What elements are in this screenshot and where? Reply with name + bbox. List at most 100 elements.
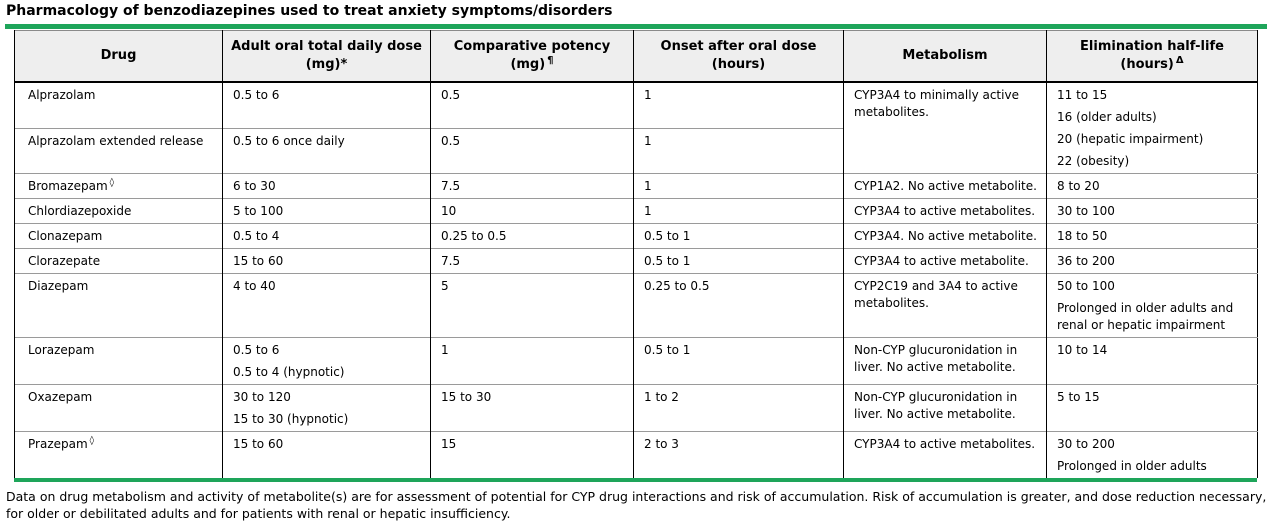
cell-text: Oxazepam [28, 390, 93, 404]
cell-onset: 1 to 2 [633, 384, 844, 432]
cell-text: 2 to 3 [644, 437, 679, 451]
footnote-marker: Δ [1175, 54, 1184, 66]
cell-text: Clonazepam [28, 229, 103, 243]
cell-metabolism: CYP3A4 to active metabolites. [843, 198, 1047, 224]
cell-metabolism: CYP3A4 to minimally active metabolites. [843, 81, 1047, 174]
cell-potency: 0.25 to 0.5 [430, 223, 634, 249]
cell-half_life: 50 to 100 Prolonged in older adults and r… [1046, 273, 1258, 338]
cell-text: 1 [644, 204, 652, 218]
cell-text: Onset after oral dose [660, 39, 817, 54]
cell-text: 0.5 [441, 88, 461, 102]
cell-text: 30 to 120 [233, 390, 291, 404]
cell-onset: 1 [633, 81, 844, 129]
cell-text: 15 to 60 [233, 437, 284, 451]
cell-text: 7.5 [441, 179, 461, 193]
cell-text: Adult oral total daily dose [231, 39, 422, 54]
cell-onset: 1 [633, 198, 844, 224]
column-header-dose: Adult oral total daily dose (mg)* [222, 30, 431, 83]
cell-half_life: 18 to 50 [1046, 223, 1258, 249]
cell-metabolism: CYP3A4 to active metabolites. [843, 431, 1047, 478]
column-header-potency: Comparative potency (mg) ¶ [430, 30, 634, 83]
table-row: Prazepam ◊ 15 to 60 15 2 to 3 CYP3A4 to activ… [14, 431, 1258, 478]
cell-text: (mg)* [305, 57, 348, 72]
cell-text: 10 to 14 [1057, 343, 1108, 357]
cell-metabolism: CYP1A2. No active metabolite. [843, 173, 1047, 199]
cell-text: Lorazepam [28, 343, 95, 357]
cell-text: 22 (obesity) [1057, 154, 1130, 168]
cell-metabolism: Non-CYP glucuronidation in liver. No act… [843, 384, 1047, 432]
cell-text: Prazepam [28, 437, 88, 451]
cell-text: CYP3A4 to active metabolite. [854, 254, 1029, 268]
cell-half_life: 10 to 14 [1046, 337, 1258, 385]
cell-drug: Diazepam [14, 273, 223, 338]
cell-dose: 0.5 to 6 [222, 81, 431, 129]
table-row: Clonazepam 0.5 to 4 0.25 to 0.5 0.5 to 1 CYP… [14, 223, 1258, 249]
cell-text: CYP3A4 to active metabolites. [854, 437, 1036, 451]
cell-text: 0.5 to 6 [233, 88, 280, 102]
cell-dose: 4 to 40 [222, 273, 431, 338]
cell-text: 1 [441, 343, 449, 357]
cell-text: Chlordiazepoxide [28, 204, 132, 218]
cell-potency: 1 [430, 337, 634, 385]
cell-half_life: 30 to 100 [1046, 198, 1258, 224]
cell-text: 0.5 [441, 133, 461, 148]
cell-text: Drug [100, 48, 137, 63]
table-row: Alprazolam 0.5 to 6 0.5 1 CYP3A4 to minimall… [14, 81, 1258, 174]
cell-half_life: 8 to 20 [1046, 173, 1258, 199]
cell-text: 0.5 to 1 [644, 343, 691, 357]
cell-text: 7.5 [441, 254, 461, 268]
cell-text: CYP2C19 and 3A4 to active metabolites. [854, 279, 1018, 310]
cell-text: CYP1A2. No active metabolite. [854, 179, 1037, 193]
cell-drug: Alprazolam extended release [14, 127, 223, 174]
cell-text: CYP3A4 to active metabolites. [854, 204, 1036, 218]
cell-half_life: 36 to 200 [1046, 248, 1258, 274]
table-footnote: Data on drug metabolism and activity of … [6, 489, 1267, 521]
cell-text: (hours) [711, 57, 766, 72]
cell-dose: 6 to 30 [222, 173, 431, 199]
cell-text: Comparative potency [453, 39, 611, 54]
table-row: Chlordiazepoxide 5 to 100 10 1 CYP3A4 to act… [14, 198, 1258, 224]
cell-text: 16 (older adults) [1057, 110, 1157, 124]
cell-onset: 0.5 to 1 [633, 248, 844, 274]
cell-text: 1 to 2 [644, 390, 679, 404]
column-header-onset: Onset after oral dose (hours) [633, 30, 844, 83]
cell-text: 15 to 60 [233, 254, 284, 268]
cell-drug: Prazepam ◊ [14, 431, 223, 478]
cell-dose: 5 to 100 [222, 198, 431, 224]
cell-text: 0.5 to 6 once daily [233, 133, 345, 148]
cell-text: Prazepam ◊ [28, 436, 214, 453]
cell-metabolism: Non-CYP glucuronidation in liver. No act… [843, 337, 1047, 385]
cell-onset: 0.5 to 1 [633, 223, 844, 249]
cell-text: Bromazepam ◊ [28, 178, 214, 195]
cell-drug: Bromazepam ◊ [14, 173, 223, 199]
cell-text: 5 to 100 [233, 204, 284, 218]
column-header-drug: Drug [14, 30, 223, 83]
table-row: Lorazepam 0.5 to 6 0.5 to 4 (hypnotic) 1 0.5… [14, 337, 1258, 385]
cell-text: 20 (hepatic impairment) [1057, 132, 1204, 146]
table-header-row: Drug Adult oral total daily dose (mg)* Comp… [14, 30, 1258, 83]
cell-dose: 0.5 to 6 0.5 to 4 (hypnotic) [222, 337, 431, 385]
footnote-marker: ¶ [547, 54, 554, 66]
cell-half_life: 11 to 15 16 (older adults) 20 (hepatic imp… [1046, 81, 1258, 174]
cell-text: CYP3A4. No active metabolite. [854, 229, 1037, 243]
cell-text: Non-CYP glucuronidation in liver. No act… [854, 390, 1018, 421]
cell-half_life: 30 to 200 Prolonged in older adults [1046, 431, 1258, 478]
cell-text: 8 to 20 [1057, 179, 1100, 193]
cell-drug: Chlordiazepoxide [14, 198, 223, 224]
cell-text: 15 to 30 [441, 390, 492, 404]
cell-onset: 0.25 to 0.5 [633, 273, 844, 338]
cell-text: (mg) ¶ [435, 54, 629, 74]
cell-text: 10 [441, 204, 457, 218]
cell-dose: 0.5 to 4 [222, 223, 431, 249]
cell-potency: 15 [430, 431, 634, 478]
cell-drug: Clonazepam [14, 223, 223, 249]
cell-text: 1 [644, 88, 652, 102]
column-header-half_life: Elimination half-life (hours) Δ [1046, 30, 1258, 83]
cell-text: 18 to 50 [1057, 229, 1108, 243]
table-body: Alprazolam 0.5 to 6 0.5 1 CYP3A4 to minimall… [14, 81, 1258, 478]
cell-metabolism: CYP2C19 and 3A4 to active metabolites. [843, 273, 1047, 338]
cell-text: Alprazolam extended release [28, 133, 204, 148]
cell-text: Bromazepam [28, 179, 108, 193]
table-row: Bromazepam ◊ 6 to 30 7.5 1 CYP1A2. No active … [14, 173, 1258, 199]
